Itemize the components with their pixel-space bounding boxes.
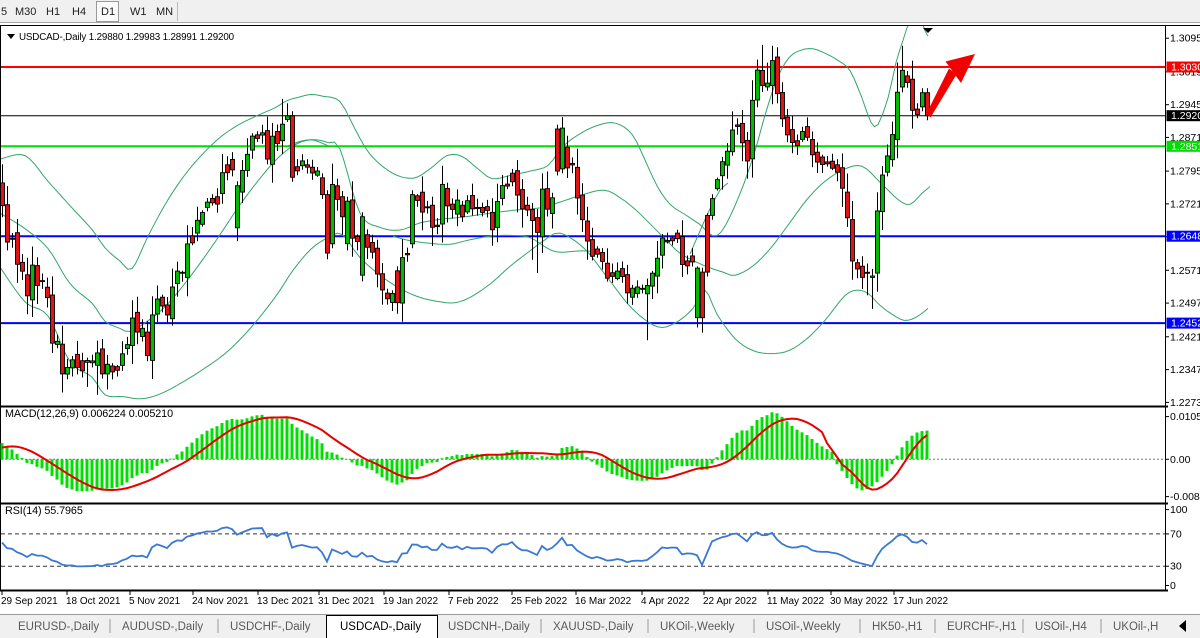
svg-text:4 Apr 2022: 4 Apr 2022 [641, 596, 690, 607]
svg-text:UKOil-,Weekly: UKOil-,Weekly [660, 621, 735, 633]
svg-text:XAUUSD-,Daily: XAUUSD-,Daily [553, 621, 634, 633]
svg-text:100: 100 [1170, 504, 1188, 516]
svg-text:USDCAD-,Daily 1.29880 1.29983: USDCAD-,Daily 1.29880 1.29983 1.28991 1.… [19, 32, 235, 43]
svg-text:1.25710: 1.25710 [1170, 265, 1200, 277]
svg-text:1.22730: 1.22730 [1170, 397, 1200, 409]
svg-text:1.28510: 1.28510 [1171, 141, 1200, 153]
svg-text:1.27210: 1.27210 [1170, 198, 1200, 210]
svg-text:AUDUSD-,Daily: AUDUSD-,Daily [122, 621, 203, 633]
svg-text:1.24970: 1.24970 [1170, 298, 1200, 310]
svg-text:H4: H4 [72, 6, 86, 18]
svg-text:7 Feb 2022: 7 Feb 2022 [448, 596, 499, 607]
svg-text:H1: H1 [46, 6, 60, 18]
svg-text:-0.0089: -0.0089 [1170, 491, 1200, 503]
svg-text:EURCHF-,H1: EURCHF-,H1 [947, 621, 1017, 633]
svg-text:1.29450: 1.29450 [1170, 99, 1200, 111]
svg-text:1.30300: 1.30300 [1171, 62, 1200, 74]
svg-text:19 Jan 2022: 19 Jan 2022 [383, 596, 438, 607]
svg-text:30: 30 [1170, 561, 1182, 573]
svg-text:70: 70 [1170, 528, 1182, 540]
svg-text:22 Apr 2022: 22 Apr 2022 [703, 596, 757, 607]
svg-text:1.27950: 1.27950 [1170, 166, 1200, 178]
svg-text:1.23470: 1.23470 [1170, 364, 1200, 376]
svg-text:1.30950: 1.30950 [1170, 33, 1200, 45]
svg-text:17 Jun 2022: 17 Jun 2022 [893, 596, 948, 607]
svg-text:1.26480: 1.26480 [1171, 231, 1200, 243]
svg-text:M30: M30 [15, 6, 36, 18]
svg-text:13 Dec 2021: 13 Dec 2021 [257, 596, 314, 607]
svg-text:USDCAD-,Daily: USDCAD-,Daily [340, 621, 421, 633]
svg-text:24 Nov 2021: 24 Nov 2021 [192, 596, 249, 607]
svg-text:USDCNH-,Daily: USDCNH-,Daily [448, 621, 530, 633]
svg-text:USOil-,H4: USOil-,H4 [1035, 621, 1087, 633]
svg-text:0: 0 [1170, 580, 1176, 592]
svg-text:5 Nov 2021: 5 Nov 2021 [129, 596, 181, 607]
svg-text:UKOil-,H: UKOil-,H [1113, 621, 1158, 633]
svg-text:1.29200: 1.29200 [1171, 110, 1200, 122]
svg-text:0.00: 0.00 [1170, 454, 1191, 466]
svg-text:1.24520: 1.24520 [1171, 318, 1200, 330]
svg-text:1.24210: 1.24210 [1170, 331, 1200, 343]
svg-text:5: 5 [1, 6, 7, 18]
svg-text:29 Sep 2021: 29 Sep 2021 [1, 596, 58, 607]
svg-text:RSI(14) 55.7965: RSI(14) 55.7965 [5, 505, 83, 517]
svg-text:31 Dec 2021: 31 Dec 2021 [318, 596, 375, 607]
svg-text:D1: D1 [101, 6, 115, 18]
svg-text:11 May 2022: 11 May 2022 [767, 596, 825, 607]
svg-text:18 Oct 2021: 18 Oct 2021 [66, 596, 121, 607]
svg-text:16 Mar 2022: 16 Mar 2022 [575, 596, 632, 607]
svg-text:MACD(12,26,9) 0.006224 0.00521: MACD(12,26,9) 0.006224 0.005210 [5, 408, 173, 420]
svg-text:W1: W1 [130, 6, 147, 18]
svg-text:30 May 2022: 30 May 2022 [830, 596, 888, 607]
svg-text:MN: MN [156, 6, 173, 18]
svg-text:HK50-,H1: HK50-,H1 [872, 621, 923, 633]
svg-text:USDCHF-,Daily: USDCHF-,Daily [230, 621, 311, 633]
svg-text:0.01057: 0.01057 [1170, 411, 1200, 423]
svg-text:USOil-,Weekly: USOil-,Weekly [766, 621, 841, 633]
svg-text:EURUSD-,Daily: EURUSD-,Daily [18, 621, 99, 633]
svg-text:25 Feb 2022: 25 Feb 2022 [511, 596, 568, 607]
